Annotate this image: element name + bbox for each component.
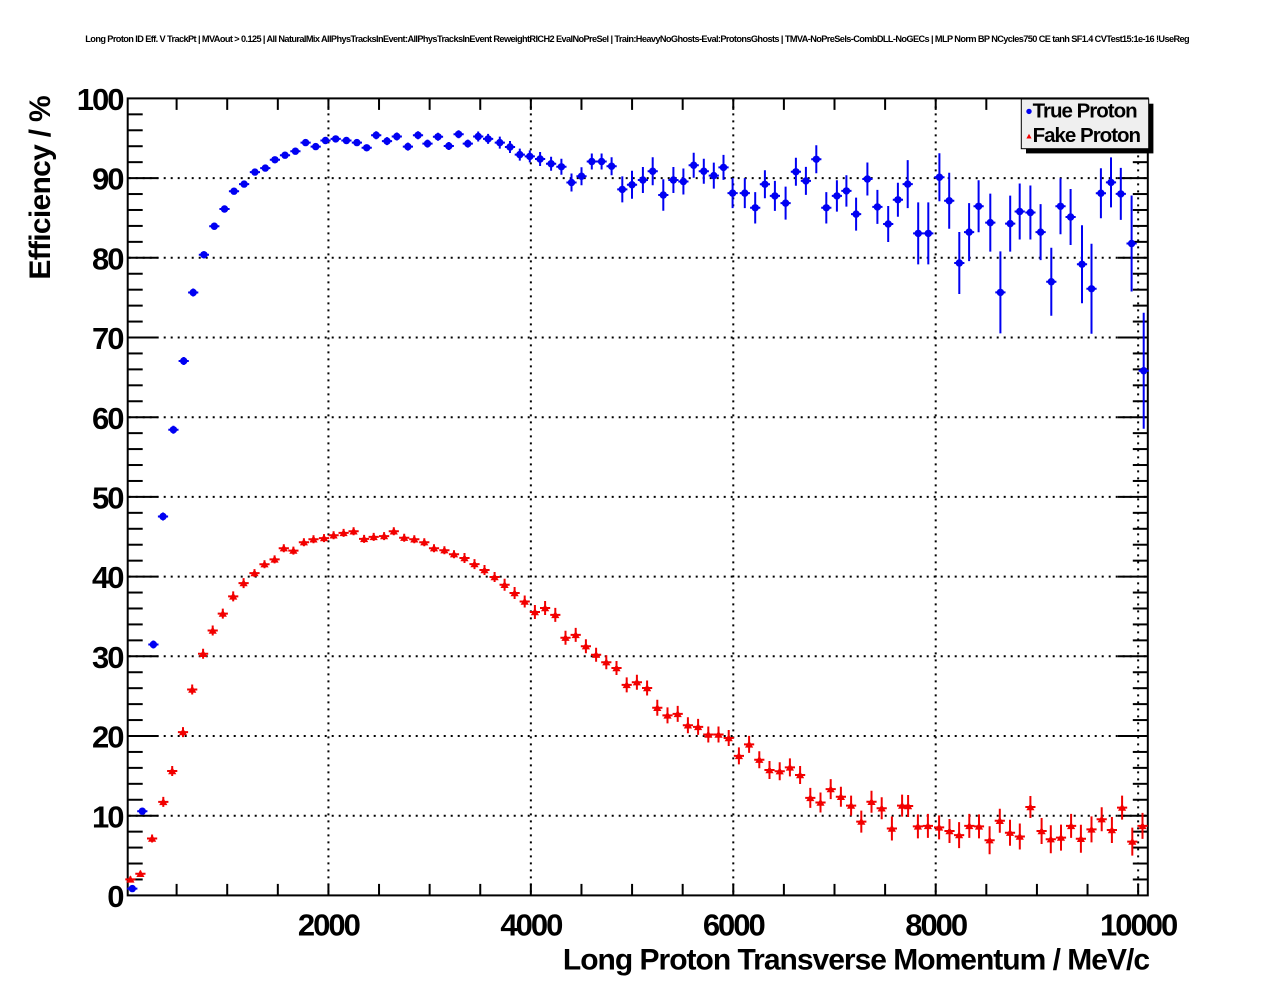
svg-text:0: 0 <box>107 879 123 914</box>
svg-text:80: 80 <box>92 241 123 276</box>
svg-text:10: 10 <box>92 799 123 834</box>
svg-text:Fake Proton: Fake Proton <box>1033 124 1141 147</box>
svg-text:50: 50 <box>92 481 123 516</box>
svg-text:8000: 8000 <box>905 908 967 943</box>
svg-text:2000: 2000 <box>298 908 360 943</box>
svg-text:20: 20 <box>92 720 123 755</box>
svg-text:Efficiency / %: Efficiency / % <box>24 96 57 280</box>
svg-text:30: 30 <box>92 640 123 675</box>
svg-text:40: 40 <box>92 560 123 595</box>
svg-text:60: 60 <box>92 401 123 436</box>
svg-text:70: 70 <box>92 321 123 356</box>
svg-text:10000: 10000 <box>1100 908 1177 943</box>
svg-text:True Proton: True Proton <box>1033 99 1138 122</box>
svg-text:90: 90 <box>92 162 123 197</box>
svg-text:100: 100 <box>77 82 123 117</box>
svg-text:Long Proton ID Eff. V TrackPt: Long Proton ID Eff. V TrackPt | MVAout >… <box>85 34 1189 44</box>
svg-text:4000: 4000 <box>500 908 562 943</box>
svg-text:Long Proton Transverse Momentu: Long Proton Transverse Momentum / MeV/c <box>563 944 1149 977</box>
svg-text:6000: 6000 <box>703 908 765 943</box>
